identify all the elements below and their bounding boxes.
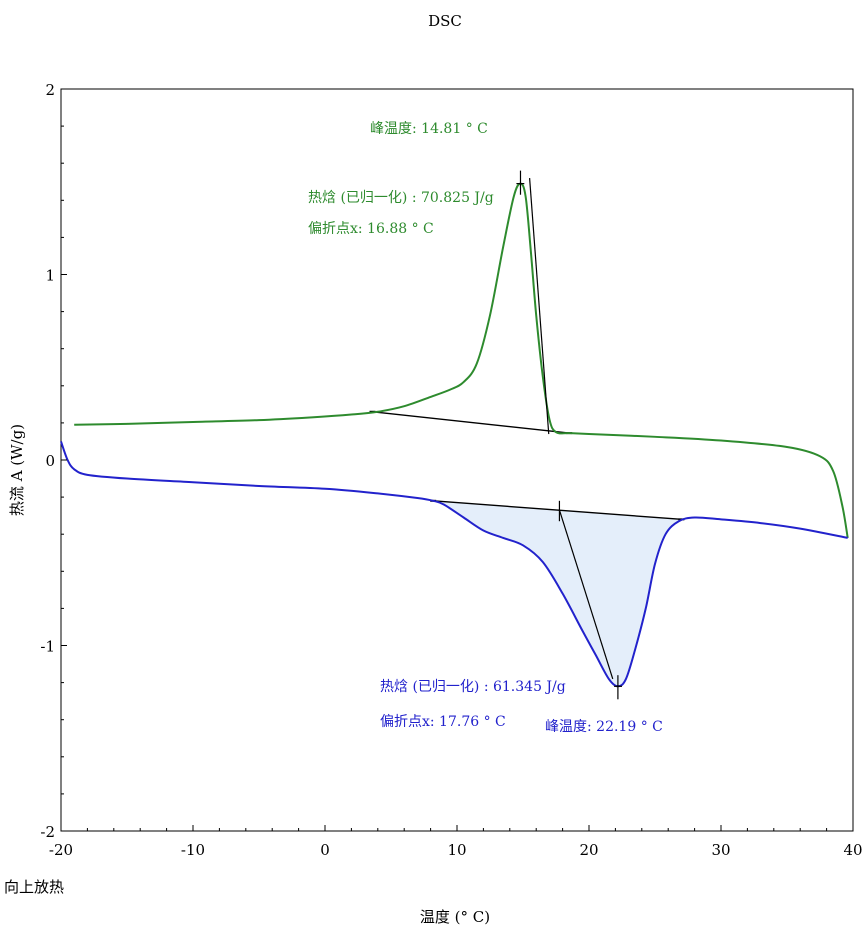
y-tick-label: -2 [40,823,55,841]
cool-peak-annotation: 峰温度: 22.19 ° C [545,719,663,735]
x-tick-label: 40 [843,841,862,859]
x-tick-label: -20 [49,841,73,859]
x-tick-label: 10 [447,841,466,859]
y-tick-label: -1 [40,638,55,656]
marker-layer [516,170,622,700]
integration-baseline-lower [433,500,682,521]
heat-peak-annotation: 峰温度: 14.81 ° C [370,121,488,137]
chart-title: DSC [428,12,462,30]
baseline-layer [369,410,685,521]
series-line-upper [74,182,849,539]
y-axis-label: 热流 A (W/g) [8,424,26,516]
peak-fill-layer [432,500,682,687]
integration-baseline-upper [372,411,570,434]
x-axis: -20 -10 0 10 20 30 40 [49,825,863,859]
series-line-lower [60,441,848,688]
x-axis-label: 温度 (° C) [420,908,490,926]
x-tick-label: 30 [711,841,730,859]
x-tick-label: -10 [181,841,205,859]
y-tick-label: 0 [45,452,55,470]
heat-tangent-line [529,177,550,435]
x-tick-label: 20 [579,841,598,859]
y-tick-label: 2 [45,81,55,99]
heat-inflection-annotation: 偏折点x: 16.88 ° C [308,221,434,237]
x-tick-label: 0 [320,841,330,859]
heat-enthalpy-annotation: 热焓 (已归一化) : 70.825 J/g [308,189,494,206]
y-axis: 2 1 0 -1 -2 [40,81,67,841]
series-layer [60,182,849,688]
cool-enthalpy-annotation: 热焓 (已归一化) : 61.345 J/g [380,678,566,695]
y-tick-label: 1 [45,267,55,285]
endotherm-peak-area [432,500,682,687]
cool-inflection-annotation: 偏折点x: 17.76 ° C [380,714,506,730]
exotherm-up-note: 向上放热 [4,878,64,896]
cool-tangent-line [558,509,614,680]
